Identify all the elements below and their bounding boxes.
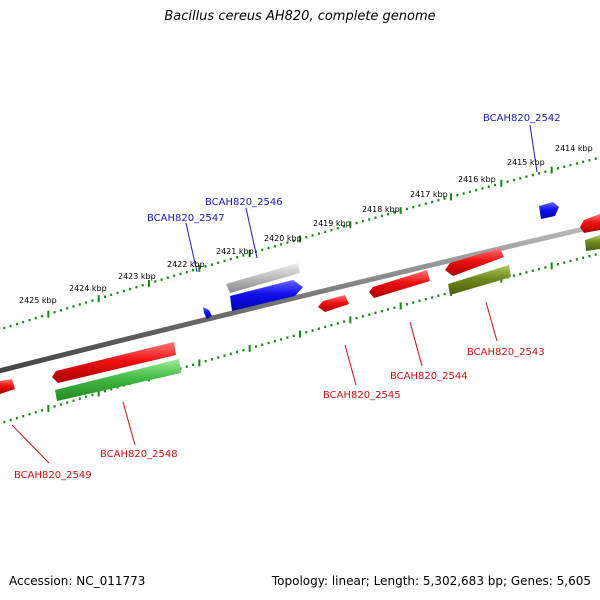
scale-label: 2416 kbp xyxy=(458,175,496,184)
reverse-genes xyxy=(0,214,600,401)
gene-bcah820-2548[interactable] xyxy=(52,342,176,383)
label-leaders xyxy=(11,124,538,464)
gene-label: BCAH820_2547 xyxy=(147,213,225,224)
leader-bcah820-2547 xyxy=(185,222,198,273)
gene-bcah820-2545[interactable] xyxy=(318,295,349,312)
gene-bcah820-2546[interactable] xyxy=(230,280,303,311)
scale-label: 2414 kbp xyxy=(555,144,593,153)
gene-label: BCAH820_2546 xyxy=(205,197,283,208)
gene-bcah820-2548-green[interactable] xyxy=(55,359,181,401)
genome-backbone xyxy=(0,222,600,374)
gene-label: BCAH820_2549 xyxy=(14,470,92,481)
gene-right-edge[interactable] xyxy=(580,214,600,233)
topology-text: Topology: linear; Length: 5,302,683 bp; … xyxy=(271,574,591,588)
gene-bcah820-2549[interactable] xyxy=(0,379,15,394)
scale-label: 2419 kbp xyxy=(313,219,351,228)
scale-label: 2423 kbp xyxy=(118,272,156,281)
gene-label: BCAH820_2545 xyxy=(323,390,401,401)
scale-ruler-top xyxy=(3,157,597,330)
gene-right-edge-olive[interactable] xyxy=(585,235,600,251)
leader-bcah820-2542 xyxy=(529,124,538,173)
scale-label: 2420 kbp xyxy=(264,234,302,243)
gene-bcah820-2543-olive[interactable] xyxy=(448,265,511,295)
gene-label: BCAH820_2544 xyxy=(390,371,468,382)
gene-bcah820-2546-fragment[interactable] xyxy=(226,263,300,293)
leader-bcah820-2545 xyxy=(344,344,357,386)
scale-labels: 2414 kbp 2415 kbp 2416 kbp 2417 kbp 2418… xyxy=(19,144,593,305)
gene-bcah820-2547[interactable] xyxy=(203,307,212,319)
genome-title: Bacillus cereus AH820, complete genome xyxy=(164,9,436,24)
scale-label: 2425 kbp xyxy=(19,296,57,305)
gene-bcah820-2543[interactable] xyxy=(445,248,504,276)
leader-bcah820-2546 xyxy=(245,207,258,259)
scale-label: 2422 kbp xyxy=(167,260,205,269)
leader-bcah820-2543 xyxy=(485,301,498,342)
leader-bcah820-2548 xyxy=(122,401,136,446)
scale-label: 2417 kbp xyxy=(410,190,448,199)
gene-bcah820-2542[interactable] xyxy=(539,202,559,219)
scale-label: 2424 kbp xyxy=(69,284,107,293)
scale-label: 2418 kbp xyxy=(362,205,400,214)
gene-bcah820-2544[interactable] xyxy=(369,270,430,298)
gene-labels: BCAH820_2542 BCAH820_2546 BCAH820_2547 B… xyxy=(14,113,561,481)
leader-bcah820-2544 xyxy=(409,321,423,367)
scale-label: 2421 kbp xyxy=(216,247,254,256)
gene-label: BCAH820_2548 xyxy=(100,449,178,460)
scale-label: 2415 kbp xyxy=(507,158,545,167)
leader-bcah820-2549 xyxy=(11,424,50,464)
gene-label: BCAH820_2543 xyxy=(467,347,545,358)
forward-genes xyxy=(203,202,559,319)
accession-text: Accession: NC_011773 xyxy=(9,574,146,588)
gene-label: BCAH820_2542 xyxy=(483,113,561,124)
